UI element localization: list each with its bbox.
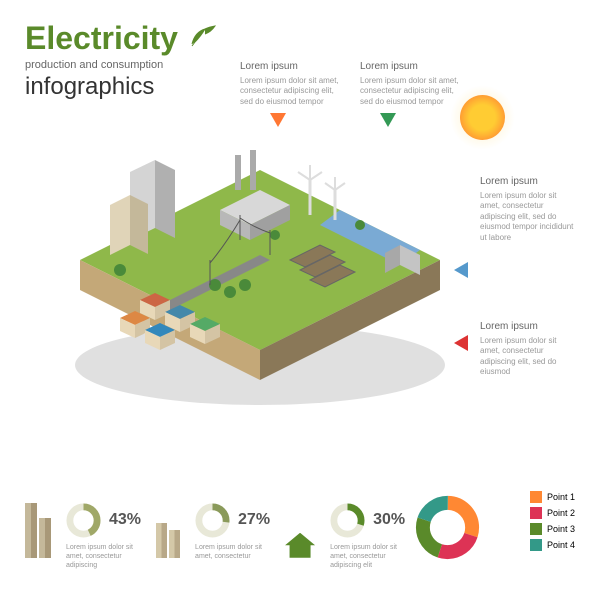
sun-icon	[460, 95, 505, 140]
stat-3	[285, 503, 315, 563]
legend: Point 1 Point 2 Point 3 Point 4	[530, 491, 575, 555]
arrow-green-icon	[380, 113, 396, 127]
legend-item-4: Point 4	[530, 539, 575, 551]
stat-1	[25, 503, 51, 563]
stat-3-data: 30% Lorem ipsum dolor sit amet, consecte…	[330, 503, 405, 570]
callout-top-right: Lorem ipsum Lorem ipsum dolor sit amet, …	[360, 60, 460, 107]
subtitle: production and consumption	[25, 59, 222, 71]
stats-section: 43% Lorem ipsum dolor sit amet, consecte…	[25, 503, 575, 570]
legend-item-1: Point 1	[530, 491, 575, 503]
stat-2-data: 27% Lorem ipsum dolor sit amet, consecte…	[195, 503, 270, 561]
callout-bot-right: Lorem ipsum Lorem ipsum dolor sit amet, …	[480, 320, 575, 378]
title-infographics: infographics	[25, 73, 222, 101]
stat-2	[156, 503, 180, 563]
donut-large	[415, 495, 480, 560]
title-main: Electricity	[25, 20, 178, 57]
isometric-scene	[60, 130, 460, 410]
leaf-icon	[187, 24, 222, 54]
header: Electricity production and consumption i…	[25, 20, 222, 101]
callout-top-left: Lorem ipsum Lorem ipsum dolor sit amet, …	[240, 60, 340, 107]
donut-1	[66, 503, 101, 538]
legend-item-3: Point 3	[530, 523, 575, 535]
legend-item-2: Point 2	[530, 507, 575, 519]
callout-mid-right: Lorem ipsum Lorem ipsum dolor sit amet, …	[480, 175, 575, 243]
building-med-icon	[156, 503, 180, 558]
stat-1-data: 43% Lorem ipsum dolor sit amet, consecte…	[66, 503, 141, 570]
building-tall-icon	[25, 503, 51, 558]
house-small-icon	[285, 503, 315, 558]
donut-2	[195, 503, 230, 538]
arrow-orange-icon	[270, 113, 286, 127]
donut-3	[330, 503, 365, 538]
